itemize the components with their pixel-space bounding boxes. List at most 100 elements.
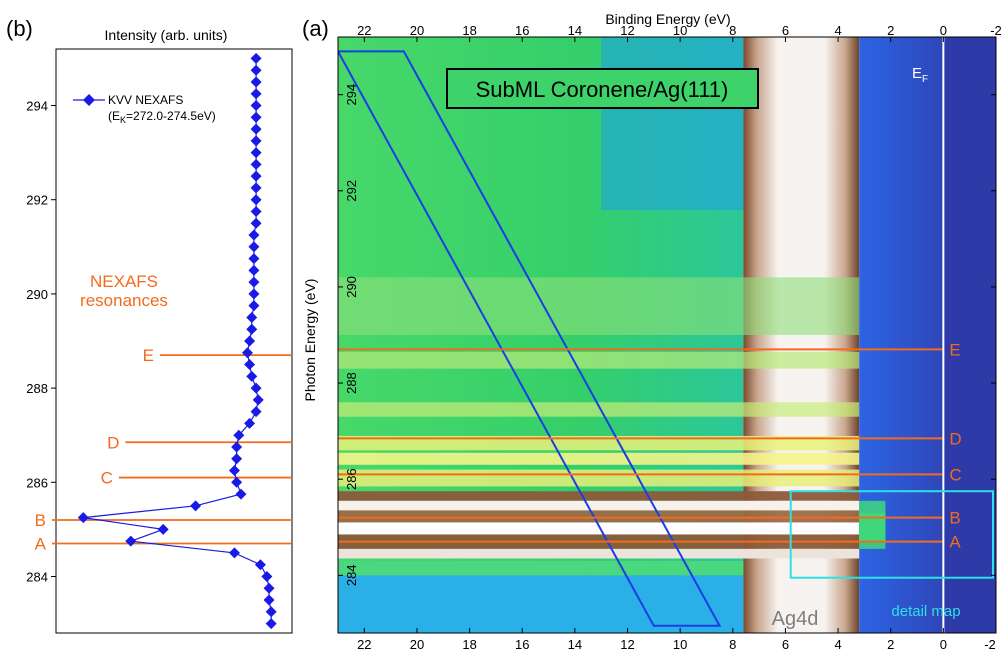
panel-b-y-ticks: 284 286 288 290 292 294 bbox=[26, 99, 56, 584]
resonance-stripe bbox=[338, 452, 860, 465]
nexafs-resonances-title-line2: resonances bbox=[80, 291, 168, 310]
data-point bbox=[235, 488, 247, 500]
chart-title-box: SubML Coronene/Ag(111) bbox=[446, 68, 759, 109]
data-point bbox=[125, 535, 137, 547]
data-point bbox=[250, 406, 262, 418]
data-point bbox=[231, 441, 243, 453]
upper-blue-region bbox=[601, 37, 744, 211]
resonance-stripe bbox=[338, 522, 860, 535]
x-tick-label-top: 10 bbox=[673, 23, 687, 38]
low-hv-transition bbox=[338, 560, 744, 576]
data-point bbox=[250, 147, 262, 159]
data-point bbox=[250, 158, 262, 170]
panel-b-frame bbox=[55, 48, 293, 634]
panel-b: (b) Intensity (arb. units) 2842862882902… bbox=[6, 16, 293, 634]
ag4d-label: Ag4d bbox=[772, 608, 819, 630]
data-point bbox=[244, 359, 256, 371]
x-tick-label-top: 14 bbox=[568, 23, 582, 38]
legend-series-subtitle: (EK=272.0-274.5eV) bbox=[108, 109, 216, 125]
kvv-nexafs-line bbox=[83, 58, 272, 624]
resonance-label-a: D bbox=[949, 429, 961, 448]
data-point bbox=[248, 253, 260, 265]
x-tick-label-bottom: 18 bbox=[462, 637, 476, 652]
heatmap bbox=[338, 37, 996, 633]
y-tick-label: 288 bbox=[344, 372, 359, 394]
kvv-nexafs-markers bbox=[77, 52, 277, 630]
resonance-label-b: A bbox=[35, 535, 47, 554]
data-point bbox=[254, 559, 266, 571]
y-tick-label: 294 bbox=[26, 99, 48, 114]
x-tick-label-bottom: 4 bbox=[834, 637, 841, 652]
resonance-label-a: A bbox=[949, 533, 961, 552]
data-point bbox=[77, 512, 89, 524]
data-point bbox=[246, 323, 258, 335]
y-tick-label: 290 bbox=[344, 276, 359, 298]
data-point bbox=[244, 335, 256, 347]
chart-title: SubML Coronene/Ag(111) bbox=[476, 77, 729, 102]
detail-map-box bbox=[789, 490, 994, 579]
data-point bbox=[231, 476, 243, 488]
data-point bbox=[261, 570, 273, 582]
x-tick-label-top: 12 bbox=[620, 23, 634, 38]
resonance-stripe bbox=[338, 469, 860, 487]
x-tick-label-bottom: -2 bbox=[984, 637, 996, 652]
data-point bbox=[250, 100, 262, 112]
data-point bbox=[250, 52, 262, 64]
data-point bbox=[250, 205, 262, 217]
data-point bbox=[263, 594, 275, 606]
x-tick-label-top: 6 bbox=[782, 23, 789, 38]
y-tick-label: 286 bbox=[26, 475, 48, 490]
y-tick-label: 292 bbox=[344, 180, 359, 202]
x-tick-label-bottom: 2 bbox=[887, 637, 894, 652]
panel-b-label: (b) bbox=[6, 16, 33, 41]
x-tick-label-top: 0 bbox=[940, 23, 947, 38]
x-tick-label-bottom: 10 bbox=[673, 637, 687, 652]
data-point bbox=[250, 123, 262, 135]
x-tick-label-top: -2 bbox=[990, 23, 1001, 38]
resonance-stripe bbox=[338, 402, 860, 417]
x-tick-label-bottom: 12 bbox=[620, 637, 634, 652]
data-point bbox=[250, 382, 262, 394]
panel-a-x-axis-title: Binding Energy (eV) bbox=[605, 11, 730, 27]
heatmap-resonance-stripes bbox=[338, 277, 886, 559]
x-tick-label-bottom: 20 bbox=[410, 637, 424, 652]
x-tick-label-top: 20 bbox=[410, 23, 424, 38]
data-point bbox=[250, 64, 262, 76]
resonance-label-a: E bbox=[949, 340, 960, 359]
data-point bbox=[231, 453, 243, 465]
x-tick-label-bottom: 0 bbox=[940, 637, 947, 652]
detail-map-label: detail map bbox=[891, 603, 960, 620]
x-tick-label-bottom: 22 bbox=[357, 637, 371, 652]
data-point bbox=[248, 300, 260, 312]
x-tick-label-top: 18 bbox=[462, 23, 476, 38]
chart-title-frame bbox=[446, 68, 759, 109]
data-point bbox=[248, 229, 260, 241]
x-tick-label-top: 22 bbox=[357, 23, 371, 38]
panel-a-x-ticks: 22222020181816161414121210108866442200-2… bbox=[357, 23, 1001, 652]
data-point bbox=[250, 194, 262, 206]
panel-a-y-axis-title: Photon Energy (eV) bbox=[302, 279, 318, 402]
x-tick-label-bottom: 16 bbox=[515, 637, 529, 652]
x-tick-label-top: 16 bbox=[515, 23, 529, 38]
data-point bbox=[248, 264, 260, 276]
y-tick-label: 284 bbox=[344, 564, 359, 586]
x-tick-label-bottom: 8 bbox=[729, 637, 736, 652]
x-tick-label-top: 2 bbox=[887, 23, 894, 38]
resonance-label-a: B bbox=[949, 509, 960, 528]
data-point bbox=[157, 523, 169, 535]
data-point bbox=[263, 582, 275, 594]
panel-a-label: (a) bbox=[302, 16, 329, 41]
resonance-stripe bbox=[338, 500, 860, 511]
data-point bbox=[246, 370, 258, 382]
heatmap-resonance-lines bbox=[338, 348, 944, 543]
data-point bbox=[250, 76, 262, 88]
data-point bbox=[241, 347, 253, 359]
data-point bbox=[228, 547, 240, 559]
y-tick-label: 284 bbox=[26, 569, 48, 584]
legend: KVV NEXAFS (EK=272.0-274.5eV) bbox=[73, 93, 216, 125]
data-point bbox=[233, 429, 245, 441]
y-tick-label: 286 bbox=[344, 468, 359, 490]
resonance-label-b: D bbox=[107, 433, 119, 452]
y-tick-label: 292 bbox=[26, 193, 48, 208]
